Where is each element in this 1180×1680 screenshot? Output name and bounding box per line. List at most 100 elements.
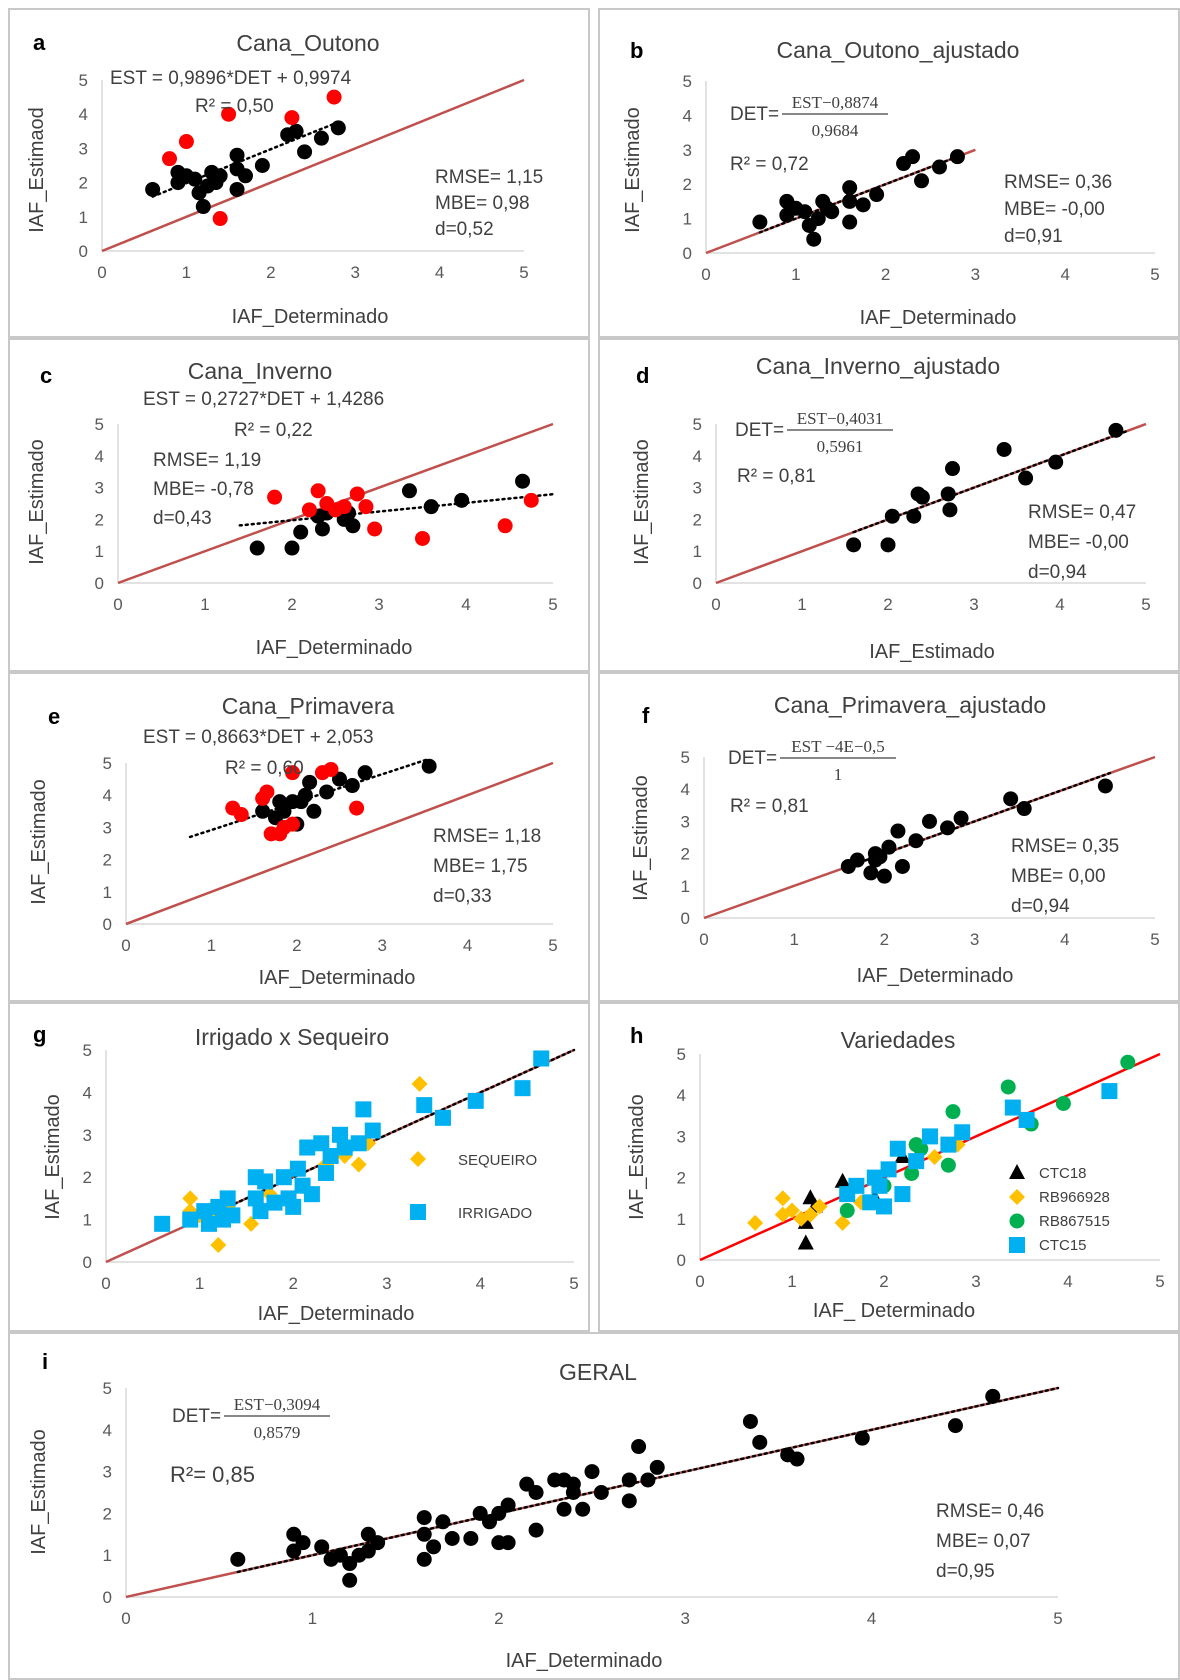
stat-rmse: RMSE= 0,35	[1011, 836, 1119, 857]
data-point	[931, 159, 947, 175]
y-tick-label: 4	[83, 1083, 92, 1102]
y-tick-label: 1	[683, 210, 692, 229]
legend-marker	[1009, 1189, 1025, 1205]
chart-title: Irrigado x Sequeiro	[195, 1024, 389, 1050]
series-1	[162, 89, 342, 227]
panel-frame	[8, 338, 590, 672]
data-point	[252, 1203, 269, 1220]
y-tick-label: 3	[83, 1126, 92, 1145]
equation-denominator: 1	[834, 765, 843, 784]
data-point	[908, 833, 924, 849]
equation-denominator: 0,9684	[812, 121, 859, 140]
y-tick-label: 5	[103, 754, 112, 773]
x-tick-label: 2	[288, 1274, 297, 1293]
data-point	[914, 173, 930, 189]
data-point	[266, 1194, 283, 1211]
panel-letter: g	[33, 1022, 46, 1047]
panel-a: 0 1 2 3 4 5 0 1 2 3 4 5 IAF_Determinado IAF_Estimaod C…	[8, 8, 590, 338]
x-tick-label: 0	[701, 265, 710, 284]
series-0	[145, 120, 346, 215]
data-point	[922, 1128, 938, 1145]
y-tick-label: 5	[79, 71, 88, 90]
data-point	[330, 120, 346, 136]
data-point	[284, 110, 300, 126]
x-tick-label: 5	[1150, 930, 1159, 949]
panel-letter: a	[33, 30, 46, 55]
identity-line	[101, 78, 525, 253]
x-tick-label: 2	[879, 1272, 888, 1291]
r-squared: R² = 0,81	[730, 796, 809, 817]
data-point	[1048, 454, 1064, 470]
data-point	[285, 1198, 302, 1215]
y-tick-label: 3	[677, 1127, 686, 1146]
x-tick-label: 3	[971, 1272, 980, 1291]
data-point	[314, 521, 330, 537]
y-axis-title: IAF_Estimaod	[26, 107, 48, 233]
data-point	[415, 530, 430, 546]
data-point	[349, 486, 365, 502]
stat-rmse: RMSE= 0,36	[1004, 172, 1112, 193]
y-tick-label: 3	[103, 818, 112, 837]
data-point	[906, 508, 922, 524]
y-tick-label: 2	[79, 174, 88, 193]
panel-i: 0 1 2 3 4 5 0 1 2 3 4 5 IAF_Determinado IAF_Estimado G…	[8, 1332, 1180, 1680]
x-tick-label: 4	[461, 595, 470, 614]
stat-d: d=0,91	[1004, 226, 1063, 247]
panel-frame	[598, 8, 1180, 338]
data-point	[182, 1211, 199, 1228]
y-tick-label: 0	[693, 574, 702, 593]
x-tick-label: 0	[97, 263, 106, 282]
chart-title: Cana_Outono	[236, 30, 379, 56]
x-tick-label: 1	[787, 1272, 796, 1291]
y-axis-title: IAF_Estimado	[26, 439, 48, 565]
y-tick-label: 0	[95, 574, 104, 593]
data-point	[411, 1075, 428, 1092]
data-point	[894, 1186, 911, 1203]
data-point	[945, 1104, 961, 1120]
x-tick-label: 5	[548, 595, 557, 614]
data-point	[913, 1141, 929, 1157]
data-point	[752, 214, 768, 230]
data-point	[212, 211, 228, 227]
data-point	[953, 810, 969, 826]
data-point	[302, 774, 318, 790]
data-point	[497, 518, 513, 534]
stat-rmse: RMSE= 1,19	[153, 450, 261, 471]
legend-marker	[410, 1151, 426, 1167]
data-point	[423, 499, 439, 515]
data-point	[293, 524, 309, 540]
data-point	[416, 1551, 432, 1567]
data-point	[593, 1485, 609, 1500]
x-tick-label: 4	[1060, 265, 1069, 284]
x-tick-label: 0	[121, 936, 130, 955]
data-point	[649, 1459, 665, 1475]
data-point	[364, 1122, 381, 1139]
stat-d: d=0,94	[1028, 562, 1087, 583]
data-point	[834, 1214, 851, 1231]
data-point	[889, 1140, 906, 1157]
data-point	[523, 492, 539, 508]
y-tick-label: 1	[95, 542, 104, 561]
y-axis-title: IAF_Estimado	[626, 1094, 648, 1220]
data-point	[303, 1186, 320, 1203]
data-point	[842, 214, 858, 230]
data-point	[869, 187, 885, 203]
y-tick-label: 0	[681, 909, 690, 928]
x-axis-title: IAF_Determinado	[259, 967, 416, 989]
data-point	[774, 1190, 791, 1207]
data-point	[255, 803, 271, 819]
data-point	[1018, 470, 1034, 486]
legend-label: RB867515	[1039, 1213, 1110, 1230]
y-tick-label: 3	[683, 141, 692, 160]
data-point	[297, 144, 313, 160]
y-tick-label: 2	[681, 845, 690, 864]
data-point	[954, 1124, 971, 1141]
x-tick-label: 1	[195, 1274, 204, 1293]
data-point	[336, 1139, 353, 1156]
data-point	[533, 1050, 550, 1067]
equation-numerator: EST−0,3094	[234, 1395, 321, 1414]
data-point	[275, 1169, 292, 1186]
y-tick-label: 2	[103, 851, 112, 870]
data-point	[797, 204, 813, 220]
data-point	[336, 499, 352, 515]
